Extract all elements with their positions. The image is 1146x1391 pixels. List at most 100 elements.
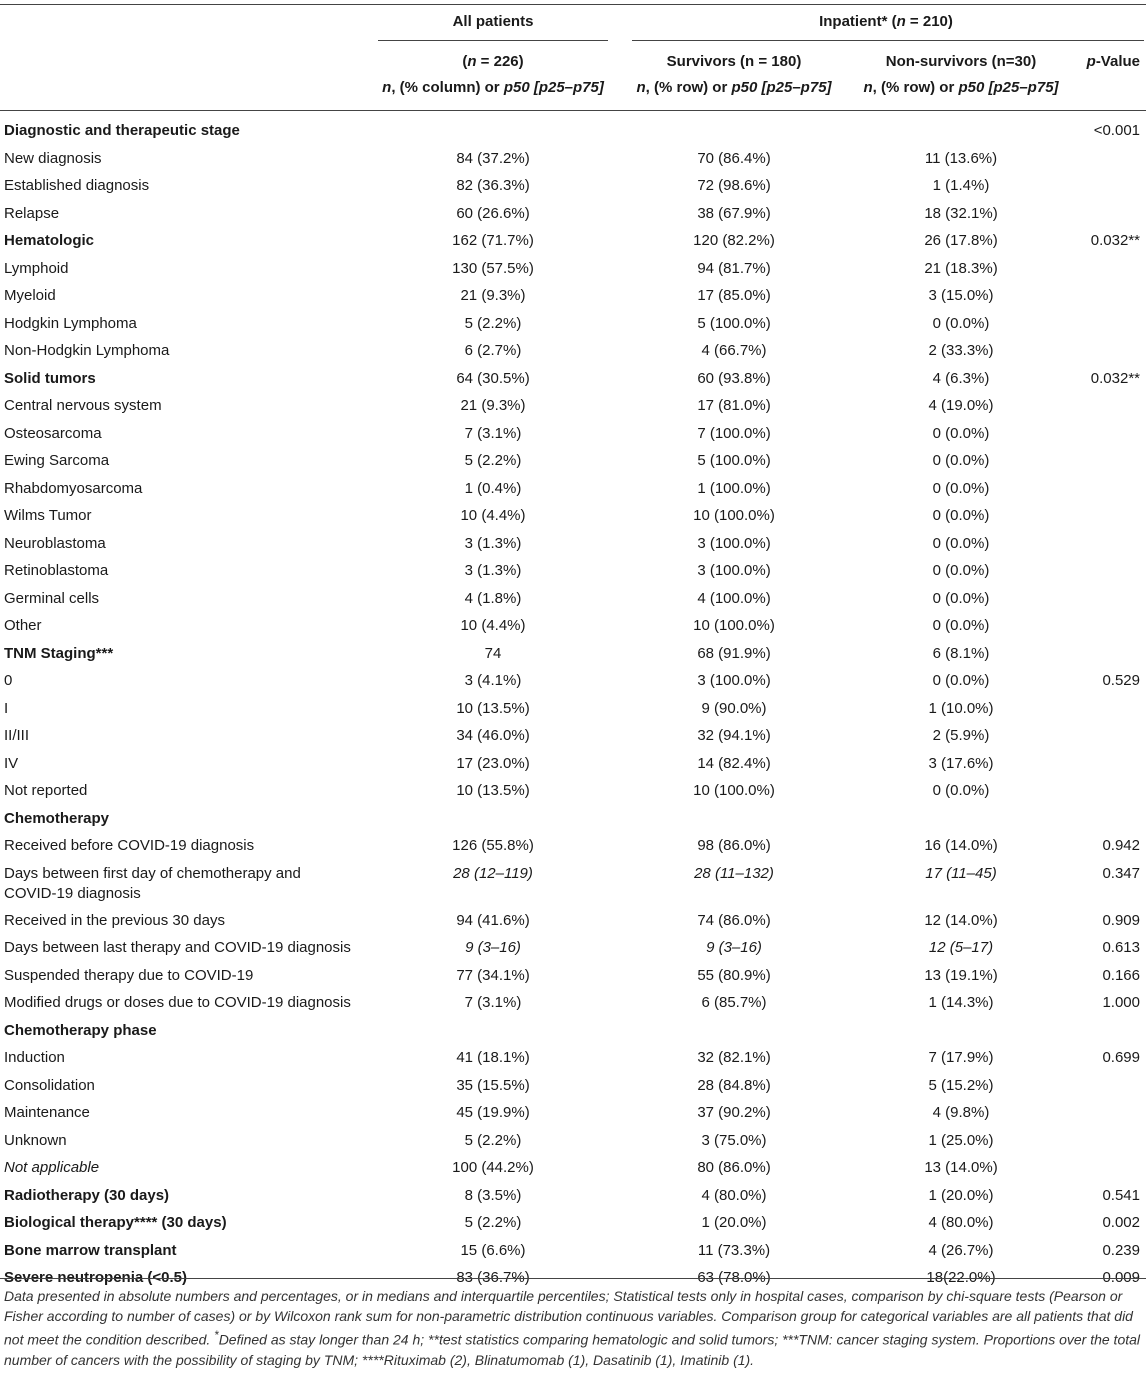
cell-survivors: 63 (78.0%) [697, 1269, 771, 1286]
cell-all-patients: 94 (41.6%) [456, 911, 530, 929]
cell-all-patients: 84 (37.2%) [456, 149, 530, 167]
cell-all-patients: 10 (13.5%) [456, 782, 530, 799]
cell-survivors: 5 (100.0%) [697, 314, 771, 332]
row-label: Diagnostic and therapeutic stage [4, 122, 240, 139]
row-label: Modified drugs or doses due to COVID-19 … [4, 994, 351, 1011]
row-label: Neuroblastoma [4, 534, 106, 552]
top-rule [0, 4, 1146, 5]
cell-nonsurvivors: 13 (14.0%) [924, 1159, 998, 1176]
cell-all-patients: 3 (4.1%) [464, 672, 522, 689]
cell-all-patients: 4 (1.8%) [464, 589, 522, 607]
cell-all-patients: 5 (2.2%) [464, 1214, 522, 1231]
cell-survivors: 37 (90.2%) [697, 1104, 771, 1121]
row-label: Osteosarcoma [4, 424, 102, 442]
cell-survivors: 11 (73.3%) [697, 1241, 771, 1259]
cell-pvalue: 0.541 [1102, 1186, 1140, 1204]
row-label: Chemotherapy phase [4, 1021, 157, 1039]
cell-all-patients: 35 (15.5%) [456, 1076, 530, 1094]
cell-nonsurvivors: 0 (0.0%) [932, 534, 990, 552]
cell-all-patients: 8 (3.5%) [464, 1186, 522, 1204]
cell-nonsurvivors: 0 (0.0%) [932, 424, 990, 442]
row-label: Non-Hodgkin Lymphoma [4, 342, 170, 359]
header-bottom-rule [0, 110, 1146, 111]
cell-nonsurvivors: 1 (20.0%) [928, 1186, 994, 1204]
cell-nonsurvivors: 0 (0.0%) [932, 452, 990, 469]
cell-all-patients: 100 (44.2%) [452, 1159, 534, 1176]
header-inpatient: Inpatient* (n = 210) [632, 12, 1140, 32]
row-label: Germinal cells [4, 589, 100, 607]
row-label: Induction [4, 1049, 65, 1066]
cell-survivors: 9 (90.0%) [701, 699, 767, 717]
cell-survivors: 1 (20.0%) [701, 1214, 767, 1231]
row-label: Severe neutropenia (<0.5) [4, 1269, 187, 1286]
cell-nonsurvivors: 5 (15.2%) [928, 1076, 994, 1094]
row-label: Hodgkin Lymphoma [4, 314, 137, 332]
cell-all-patients: 41 (18.1%) [456, 1049, 530, 1066]
table-footnote: Data presented in absolute numbers and p… [4, 1288, 1141, 1368]
cell-all-patients: 21 (9.3%) [460, 397, 526, 414]
cell-pvalue: 0.909 [1102, 911, 1140, 929]
cell-all-patients: 34 (46.0%) [456, 727, 530, 744]
cell-nonsurvivors: 1 (25.0%) [928, 1131, 994, 1149]
cell-nonsurvivors: 13 (19.1%) [924, 966, 998, 984]
cell-pvalue: 0.699 [1102, 1049, 1140, 1066]
row-label: Central nervous system [4, 397, 162, 414]
cell-survivors: 60 (93.8%) [697, 369, 771, 387]
cell-all-patients: 15 (6.6%) [460, 1241, 526, 1259]
cell-all-patients: 60 (26.6%) [456, 204, 530, 222]
cell-nonsurvivors: 0 (0.0%) [932, 617, 990, 634]
cell-all-patients: 6 (2.7%) [464, 342, 522, 359]
header-nonsurvivors-stat: n, (% row) or p50 [p25–p75] [863, 79, 1059, 96]
row-label: Hematologic [4, 232, 95, 249]
cell-nonsurvivors: 17 (11–45) [925, 864, 997, 882]
row-label: Radiotherapy (30 days) [4, 1186, 170, 1204]
header-all-n: (n = 226) [462, 53, 524, 70]
header-all-stat: n, (% column) or p50 [p25–p75] [382, 79, 604, 96]
row-label: Received before COVID-19 diagnosis [4, 837, 255, 854]
cell-survivors: 10 (100.0%) [693, 617, 775, 634]
cell-pvalue: 0.529 [1102, 672, 1140, 689]
cell-survivors: 28 (11–132) [694, 864, 774, 882]
cell-survivors: 72 (98.6%) [697, 177, 771, 194]
row-label: Wilms Tumor [4, 507, 92, 524]
cell-nonsurvivors: 0 (0.0%) [932, 479, 990, 497]
cell-all-patients: 162 (71.7%) [452, 232, 534, 249]
cell-nonsurvivors: 7 (17.9%) [928, 1049, 994, 1066]
cell-nonsurvivors: 4 (19.0%) [928, 397, 994, 414]
row-label: TNM Staging*** [4, 644, 114, 662]
header-survivors: Survivors (n = 180) [666, 53, 802, 70]
cell-all-patients: 17 (23.0%) [456, 754, 530, 772]
cell-survivors: 7 (100.0%) [697, 424, 771, 442]
cell-pvalue: 0.942 [1102, 837, 1140, 854]
cell-nonsurvivors: 1 (10.0%) [928, 699, 994, 717]
cell-survivors: 3 (100.0%) [697, 562, 771, 579]
cell-survivors: 10 (100.0%) [693, 507, 775, 524]
cell-all-patients: 5 (2.2%) [464, 1131, 522, 1149]
cell-survivors: 3 (100.0%) [697, 672, 771, 689]
cell-pvalue: 1.000 [1102, 994, 1140, 1011]
cell-all-patients: 10 (13.5%) [456, 699, 530, 717]
header-inpatient-underline [632, 40, 1144, 41]
cell-survivors: 14 (82.4%) [697, 754, 771, 772]
header-inpatient-prefix: Inpatient* ( [819, 13, 897, 30]
cell-pvalue: 0.032** [1090, 369, 1140, 387]
cell-all-patients: 21 (9.3%) [460, 287, 526, 304]
cell-survivors: 3 (75.0%) [701, 1131, 767, 1149]
row-label: I [4, 699, 9, 717]
cell-survivors: 4 (100.0%) [697, 589, 771, 607]
row-label: Established diagnosis [4, 177, 150, 194]
cell-nonsurvivors: 18(22.0%) [926, 1269, 996, 1286]
cell-all-patients: 45 (19.9%) [456, 1104, 530, 1121]
cell-all-patients: 64 (30.5%) [456, 369, 530, 387]
row-label: Maintenance [4, 1104, 90, 1121]
header-all-patients: All patients [452, 13, 534, 30]
cell-pvalue: 0.166 [1102, 966, 1140, 984]
row-label: Relapse [4, 204, 60, 222]
header-nonsurvivors: Non-survivors (n=30) [885, 53, 1037, 70]
cell-nonsurvivors: 0 (0.0%) [932, 589, 990, 607]
cell-nonsurvivors: 21 (18.3%) [924, 259, 998, 277]
cell-all-patients: 3 (1.3%) [464, 562, 522, 579]
cell-nonsurvivors: 1 (1.4%) [932, 177, 990, 194]
cell-nonsurvivors: 4 (6.3%) [932, 369, 990, 387]
cell-pvalue: 0.347 [1102, 864, 1140, 882]
